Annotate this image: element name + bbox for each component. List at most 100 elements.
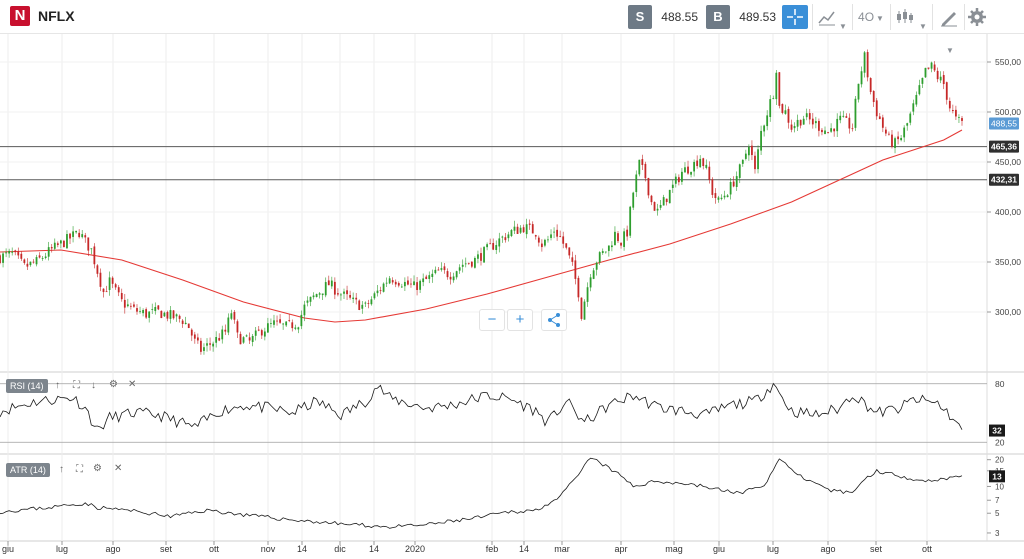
candle-body bbox=[5, 252, 7, 254]
gear-icon[interactable]: ⚙ bbox=[93, 463, 102, 474]
candle-body bbox=[394, 281, 397, 285]
move-up-icon[interactable]: ↑ bbox=[59, 464, 64, 475]
zoom-in-icon[interactable]: + bbox=[507, 309, 533, 331]
candle-body bbox=[309, 296, 312, 302]
candle-body bbox=[193, 334, 196, 339]
crosshair-icon[interactable] bbox=[782, 5, 808, 29]
chart-type-icon[interactable]: ▼ bbox=[816, 5, 848, 31]
candle-body bbox=[909, 113, 912, 123]
close-icon[interactable]: ✕ bbox=[128, 379, 137, 390]
candle-body bbox=[760, 130, 762, 151]
candle-body bbox=[330, 280, 333, 287]
buy-button[interactable]: B bbox=[706, 5, 730, 29]
candle-body bbox=[592, 270, 595, 279]
candle-body bbox=[245, 335, 248, 337]
interval-selector[interactable]: 4O ▼ bbox=[856, 5, 886, 29]
candle-body bbox=[434, 269, 437, 274]
x-tick-label: ago bbox=[105, 544, 120, 554]
close-icon[interactable]: ✕ bbox=[114, 463, 123, 474]
candle-body bbox=[306, 300, 309, 303]
candle-body bbox=[662, 197, 665, 206]
candle-body bbox=[370, 299, 373, 305]
candle-body bbox=[474, 258, 476, 268]
candle-body bbox=[650, 195, 653, 203]
atr-label[interactable]: ATR (14) bbox=[6, 463, 50, 477]
candle-body bbox=[221, 329, 224, 340]
candle-body bbox=[196, 337, 199, 341]
candle-body bbox=[8, 250, 11, 254]
x-tick-label: mar bbox=[554, 544, 570, 554]
candle-body bbox=[209, 343, 211, 345]
candle-body bbox=[157, 305, 160, 310]
share-icon[interactable] bbox=[541, 309, 567, 331]
candle-body bbox=[604, 251, 607, 253]
candle-body bbox=[343, 291, 345, 294]
candle-body bbox=[769, 99, 772, 118]
gear-icon[interactable]: ⚙ bbox=[109, 379, 118, 390]
candle-body bbox=[123, 299, 126, 308]
chevron-down-icon: ▼ bbox=[946, 46, 954, 55]
candle-body bbox=[172, 310, 175, 319]
buy-price[interactable]: 489.53 bbox=[739, 10, 776, 24]
horizontal-levels[interactable]: 465,36 432,31 bbox=[0, 140, 1019, 186]
candle-body bbox=[589, 277, 592, 288]
candle-body bbox=[440, 268, 443, 270]
candle-body bbox=[735, 176, 738, 187]
candle-body bbox=[361, 304, 364, 309]
candle-body bbox=[924, 67, 927, 78]
candle-body bbox=[951, 109, 954, 112]
candle-body bbox=[184, 322, 187, 325]
zoom-out-icon[interactable]: − bbox=[479, 309, 505, 331]
move-down-icon[interactable]: ↓ bbox=[91, 380, 96, 391]
maximize-icon[interactable]: ⛶ bbox=[76, 464, 83, 475]
candle-body bbox=[738, 164, 741, 178]
candle-body bbox=[282, 323, 285, 325]
candle-body bbox=[635, 174, 638, 193]
candle-body bbox=[218, 338, 221, 341]
candle-body bbox=[778, 72, 781, 106]
candle-body bbox=[665, 198, 668, 203]
candle-body bbox=[656, 208, 659, 211]
candle-body bbox=[443, 266, 446, 271]
candlestick-icon[interactable]: ▼ bbox=[894, 5, 928, 31]
rsi-panel: 20 80 32 bbox=[0, 379, 1005, 447]
candle-body bbox=[139, 311, 141, 313]
candle-body bbox=[337, 293, 339, 295]
candle-body bbox=[571, 257, 574, 262]
candle-body bbox=[897, 136, 899, 140]
candle-body bbox=[413, 281, 415, 286]
candle-body bbox=[900, 137, 903, 141]
candle-body bbox=[933, 64, 936, 71]
candle-body bbox=[340, 294, 342, 296]
candle-body bbox=[35, 257, 38, 265]
symbol-title[interactable]: NFLX bbox=[38, 8, 75, 24]
candle-body bbox=[251, 335, 254, 342]
candle-body bbox=[693, 161, 696, 172]
sell-price[interactable]: 488.55 bbox=[661, 10, 698, 24]
candle-body bbox=[516, 226, 519, 234]
candle-body bbox=[181, 320, 184, 324]
candle-body bbox=[556, 229, 559, 237]
candle-body bbox=[747, 146, 750, 156]
move-up-icon[interactable]: ↑ bbox=[55, 380, 60, 391]
candle-body bbox=[470, 261, 473, 267]
sell-button[interactable]: S bbox=[628, 5, 652, 29]
x-tick-label: lug bbox=[767, 544, 779, 554]
candle-body bbox=[53, 242, 56, 249]
draw-tools-icon[interactable]: ▼ bbox=[936, 5, 962, 55]
candle-body bbox=[668, 189, 671, 204]
maximize-icon[interactable]: ⛶ bbox=[73, 380, 80, 391]
candle-body bbox=[352, 297, 355, 300]
candle-body bbox=[489, 243, 492, 245]
x-tick-label: giu bbox=[713, 544, 725, 554]
candle-body bbox=[279, 319, 281, 323]
candle-body bbox=[781, 104, 784, 113]
y-tick-label: 550,00 bbox=[995, 57, 1021, 67]
candle-body bbox=[808, 113, 811, 120]
candle-body bbox=[702, 158, 705, 167]
candle-body bbox=[483, 247, 485, 263]
settings-icon[interactable] bbox=[966, 5, 988, 29]
rsi-label[interactable]: RSI (14) bbox=[6, 379, 48, 393]
candle-body bbox=[869, 78, 872, 92]
